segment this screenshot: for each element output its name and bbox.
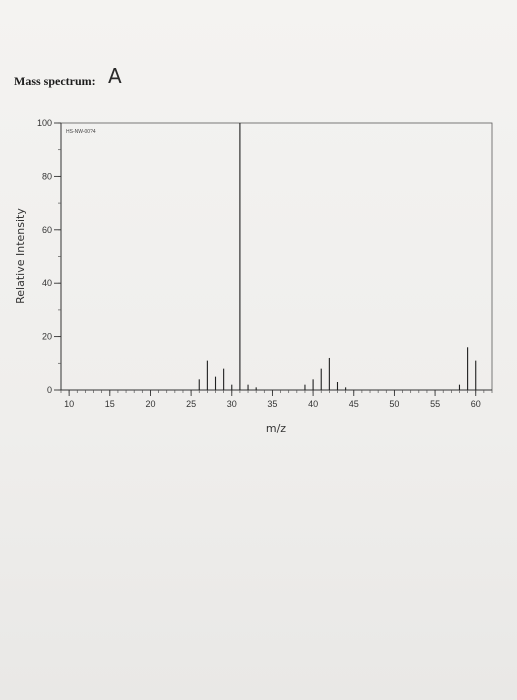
y-axis-title: Relative Intensity: [14, 208, 27, 304]
x-tick-label: 50: [389, 399, 399, 409]
x-tick-label: 40: [308, 399, 318, 409]
x-tick-label: 55: [430, 399, 440, 409]
y-tick-label: 20: [42, 332, 52, 342]
x-tick-label: 30: [227, 399, 237, 409]
x-tick-label: 15: [105, 399, 115, 409]
plot-frame: [60, 122, 493, 391]
y-tick-label: 40: [42, 278, 52, 288]
peak-group: [198, 123, 477, 390]
tick-group: 10 15 20 25 30 35 40 45 50 55 60 0 20 40 60 80 100: [37, 118, 493, 409]
y-tick-label: 0: [47, 385, 52, 395]
x-tick-label: 25: [186, 399, 196, 409]
x-tick-label: 10: [64, 399, 74, 409]
mass-spectrum-heading: Mass spectrum:: [14, 74, 96, 88]
x-tick-label: 60: [471, 399, 481, 409]
y-tick-label: 80: [42, 171, 52, 181]
x-tick-label: 45: [349, 399, 359, 409]
x-axis-title: m/z: [266, 422, 286, 435]
handwritten-label: A: [108, 64, 122, 88]
x-tick-label: 35: [267, 399, 277, 409]
x-tick-label: 20: [145, 399, 155, 409]
y-tick-label: 60: [42, 225, 52, 235]
spectrum-code: HS-NW-00?4: [66, 129, 96, 135]
y-tick-label: 100: [37, 118, 52, 128]
